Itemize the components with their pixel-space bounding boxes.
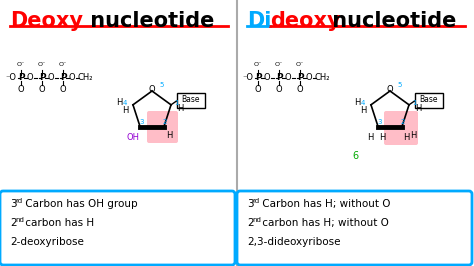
Text: Deoxy: Deoxy	[10, 11, 83, 31]
Text: P: P	[276, 73, 283, 82]
Text: H: H	[166, 131, 173, 140]
Text: H: H	[367, 133, 374, 142]
Text: Di: Di	[247, 11, 272, 31]
Text: 2: 2	[247, 218, 254, 228]
Text: ⁻O: ⁻O	[242, 73, 253, 82]
Text: O: O	[18, 85, 24, 94]
Text: P: P	[39, 73, 46, 82]
Text: H: H	[177, 104, 183, 113]
Text: O⁻: O⁻	[296, 63, 304, 68]
Text: H: H	[116, 98, 122, 107]
FancyBboxPatch shape	[384, 111, 418, 145]
Text: 1: 1	[174, 100, 178, 106]
FancyBboxPatch shape	[415, 93, 443, 108]
Text: P: P	[18, 73, 24, 82]
Text: O: O	[306, 73, 312, 82]
Text: 5: 5	[398, 82, 402, 88]
Text: OH: OH	[127, 133, 140, 142]
Text: 2: 2	[163, 119, 167, 125]
Text: O: O	[255, 85, 261, 94]
Text: rd: rd	[252, 198, 259, 204]
Text: 3: 3	[139, 119, 144, 125]
Text: H: H	[354, 98, 360, 107]
Text: H: H	[360, 106, 366, 115]
Text: Carbon has OH group: Carbon has OH group	[22, 199, 137, 209]
Text: nucleotide: nucleotide	[325, 11, 456, 31]
Text: Base: Base	[420, 95, 438, 105]
FancyBboxPatch shape	[177, 93, 205, 108]
Text: CH₂: CH₂	[314, 73, 330, 82]
Text: P: P	[255, 73, 261, 82]
Text: H: H	[403, 133, 410, 142]
Text: P: P	[297, 73, 303, 82]
Text: 5: 5	[160, 82, 164, 88]
Text: nucleotide: nucleotide	[83, 11, 214, 31]
Text: 2: 2	[10, 218, 17, 228]
Text: 4: 4	[361, 100, 365, 106]
Text: O⁻: O⁻	[254, 63, 262, 68]
FancyBboxPatch shape	[147, 111, 178, 143]
Text: H: H	[410, 131, 417, 140]
Text: carbon has H; without O: carbon has H; without O	[259, 218, 389, 228]
Text: O: O	[149, 85, 155, 94]
Text: O: O	[27, 73, 33, 82]
Text: rd: rd	[15, 198, 22, 204]
Text: 2-deoxyribose: 2-deoxyribose	[10, 237, 84, 247]
Text: O: O	[285, 73, 292, 82]
Text: Base: Base	[182, 95, 200, 105]
Text: H: H	[122, 106, 128, 115]
Text: H: H	[415, 104, 421, 113]
Text: carbon has H: carbon has H	[22, 218, 94, 228]
Text: O: O	[297, 85, 303, 94]
Text: deoxy: deoxy	[270, 11, 341, 31]
Text: O⁻: O⁻	[59, 63, 67, 68]
Text: O: O	[39, 85, 46, 94]
Text: O: O	[264, 73, 270, 82]
Text: 2,3-dideoxyribose: 2,3-dideoxyribose	[247, 237, 340, 247]
Text: O: O	[69, 73, 75, 82]
Text: P: P	[60, 73, 66, 82]
Text: O: O	[48, 73, 55, 82]
Text: O⁻: O⁻	[38, 63, 46, 68]
Text: nd: nd	[15, 217, 24, 223]
FancyBboxPatch shape	[0, 191, 235, 265]
Text: 3: 3	[10, 199, 17, 209]
Text: O⁻: O⁻	[17, 63, 25, 68]
Text: ⁻O: ⁻O	[5, 73, 16, 82]
Text: 3: 3	[377, 119, 382, 125]
Text: O: O	[387, 85, 393, 94]
Text: 3: 3	[247, 199, 254, 209]
Text: O⁻: O⁻	[275, 63, 283, 68]
Text: O: O	[60, 85, 66, 94]
Text: 2: 2	[401, 119, 405, 125]
Text: 4: 4	[123, 100, 127, 106]
Text: O: O	[276, 85, 283, 94]
Text: 1: 1	[412, 100, 416, 106]
FancyBboxPatch shape	[237, 191, 472, 265]
Text: nd: nd	[252, 217, 261, 223]
Text: Carbon has H; without O: Carbon has H; without O	[259, 199, 391, 209]
Text: CH₂: CH₂	[77, 73, 93, 82]
Text: 6: 6	[352, 151, 358, 161]
Text: H: H	[379, 133, 385, 142]
